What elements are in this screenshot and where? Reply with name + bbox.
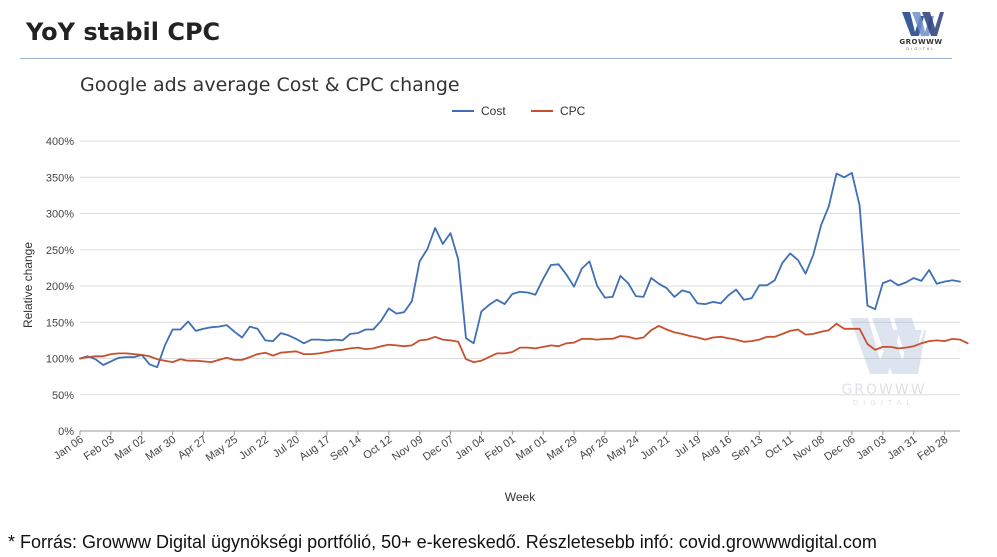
x-tick-label: Nov 09 — [390, 434, 425, 464]
x-tick-label: Dec 07 — [421, 434, 456, 464]
x-tick-label: Aug 16 — [699, 434, 734, 464]
x-tick-label: Jul 20 — [271, 434, 302, 461]
watermark-mark-a — [850, 318, 900, 374]
y-tick-label: 100% — [46, 354, 74, 366]
x-tick-label: Mar 01 — [514, 434, 549, 463]
source-footnote: * Forrás: Growww Digital ügynökségi port… — [8, 532, 877, 552]
x-tick-label: Feb 28 — [915, 434, 950, 463]
x-tick-label: Apr 26 — [577, 434, 610, 462]
growww-logo: GROWWW DIGITAL — [898, 8, 944, 52]
grid-lines — [80, 140, 960, 432]
x-tick-label: Sep 13 — [730, 434, 765, 464]
x-tick-label: Feb 01 — [483, 434, 518, 463]
x-tick-label: Jun 22 — [237, 434, 271, 463]
legend: Cost CPC — [452, 104, 586, 118]
y-tick-label: 400% — [46, 136, 74, 148]
y-axis-label: Relative change — [21, 242, 35, 328]
x-tick-label: Feb 03 — [82, 434, 117, 463]
watermark-text: GROWWW — [841, 382, 926, 398]
series-line-cpc — [79, 322, 969, 364]
logo-wordmark: GROWWW — [899, 38, 943, 46]
x-tick-label: Jan 31 — [885, 434, 919, 463]
x-tick-label: Dec 06 — [822, 434, 857, 464]
y-tick-label: 350% — [46, 172, 74, 184]
logo-subtext: DIGITAL — [906, 46, 936, 51]
x-tick-label: Jul 19 — [672, 434, 703, 461]
x-tick-label: Jun 21 — [638, 434, 672, 463]
chart-title: Google ads average Cost & CPC change — [80, 74, 460, 96]
cost-cpc-line-chart: 0%50%100%150%200%250%300%350%400%Jan 06F… — [21, 104, 969, 504]
header-divider — [20, 58, 952, 59]
watermark-subtext: DIGITAL — [853, 399, 915, 407]
x-tick-label: May 24 — [605, 434, 641, 465]
x-tick-label: Oct 11 — [763, 434, 796, 462]
x-tick-label: Mar 02 — [113, 434, 148, 463]
y-tick-label: 250% — [46, 245, 74, 257]
x-tick-label: Aug 17 — [297, 434, 332, 464]
x-axis-label: Week — [505, 490, 536, 504]
y-tick-label: 150% — [46, 317, 74, 329]
x-tick-label: Nov 08 — [791, 434, 826, 464]
legend-cpc-label: CPC — [560, 104, 586, 118]
x-tick-label: Sep 14 — [328, 434, 363, 464]
watermark-mark-b — [872, 318, 922, 374]
x-tick-label: Mar 29 — [545, 434, 580, 463]
slide-title: YoY stabil CPC — [26, 18, 221, 46]
x-tick-label: Jan 03 — [855, 434, 889, 463]
y-tick-label: 0% — [58, 426, 74, 438]
y-tick-label: 50% — [52, 390, 74, 402]
y-tick-label: 300% — [46, 209, 74, 221]
x-tick-label: Mar 30 — [143, 434, 178, 463]
x-tick-label: May 25 — [204, 434, 240, 465]
series-lines — [79, 171, 969, 369]
legend-cost-label: Cost — [481, 104, 506, 118]
series-line-cost — [79, 171, 961, 369]
logo-mark — [902, 12, 944, 36]
x-tick-label: Apr 27 — [176, 434, 209, 462]
x-tick-label: Jan 04 — [453, 434, 487, 463]
x-tick-label: Oct 12 — [361, 434, 394, 462]
y-tick-label: 200% — [46, 281, 74, 293]
watermark: GROWWW DIGITAL — [841, 318, 926, 407]
